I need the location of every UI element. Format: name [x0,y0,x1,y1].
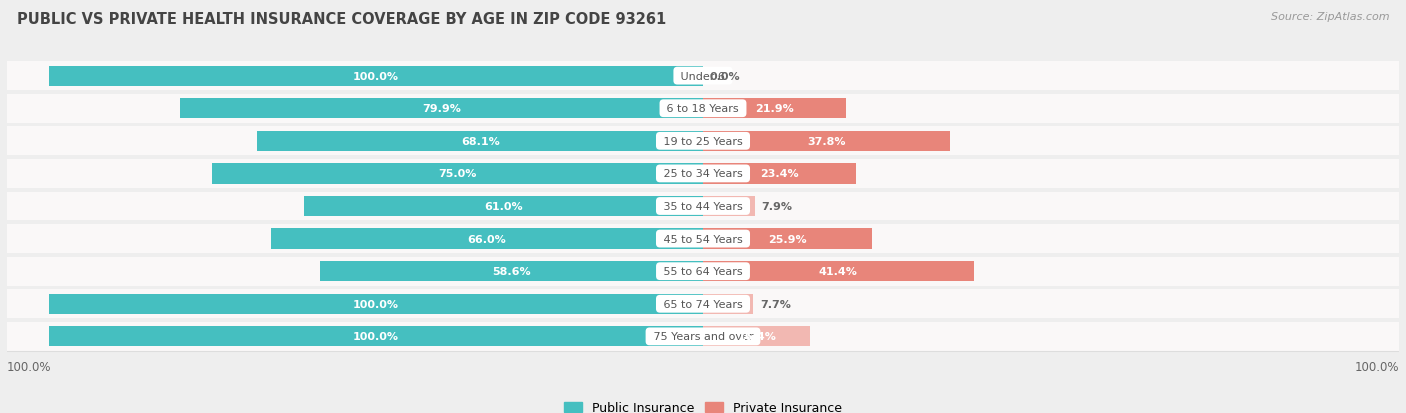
Text: 0.0%: 0.0% [710,71,741,81]
Text: 45 to 54 Years: 45 to 54 Years [659,234,747,244]
Bar [703,326,810,347]
Bar [271,229,703,249]
Text: 25 to 34 Years: 25 to 34 Years [659,169,747,179]
Text: Source: ZipAtlas.com: Source: ZipAtlas.com [1271,12,1389,22]
Text: 25.9%: 25.9% [769,234,807,244]
Bar [7,257,1399,286]
Text: 35 to 44 Years: 35 to 44 Years [659,202,747,211]
Text: 7.7%: 7.7% [761,299,792,309]
Bar [7,62,1399,91]
Bar [257,131,703,152]
Text: 6 to 18 Years: 6 to 18 Years [664,104,742,114]
Bar [7,192,1399,221]
Bar [212,164,703,184]
Text: 37.8%: 37.8% [807,136,846,147]
Text: 65 to 74 Years: 65 to 74 Years [659,299,747,309]
Bar [703,99,846,119]
Text: 19 to 25 Years: 19 to 25 Years [659,136,747,147]
Text: 100.0%: 100.0% [1354,360,1399,373]
Text: 41.4%: 41.4% [818,266,858,277]
Text: 58.6%: 58.6% [492,266,530,277]
Text: 16.4%: 16.4% [737,332,776,342]
Bar [319,261,703,282]
Text: 66.0%: 66.0% [468,234,506,244]
Bar [7,225,1399,253]
Bar [7,322,1399,351]
Text: 55 to 64 Years: 55 to 64 Years [659,266,747,277]
Bar [703,197,755,216]
Text: 61.0%: 61.0% [484,202,523,211]
Bar [7,160,1399,188]
Bar [703,294,754,314]
Text: 100.0%: 100.0% [353,71,399,81]
Bar [703,229,873,249]
Bar [304,197,703,216]
Text: 100.0%: 100.0% [353,299,399,309]
Text: Under 6: Under 6 [678,71,728,81]
Text: 100.0%: 100.0% [353,332,399,342]
Text: 100.0%: 100.0% [7,360,52,373]
Bar [703,164,856,184]
Bar [7,290,1399,318]
Bar [180,99,703,119]
Text: 75 Years and over: 75 Years and over [650,332,756,342]
Legend: Public Insurance, Private Insurance: Public Insurance, Private Insurance [564,401,842,413]
Text: 7.9%: 7.9% [762,202,793,211]
Bar [7,95,1399,123]
Bar [49,294,703,314]
Text: 68.1%: 68.1% [461,136,499,147]
Bar [49,66,703,87]
Bar [703,261,974,282]
Text: 79.9%: 79.9% [422,104,461,114]
Bar [7,127,1399,156]
Text: PUBLIC VS PRIVATE HEALTH INSURANCE COVERAGE BY AGE IN ZIP CODE 93261: PUBLIC VS PRIVATE HEALTH INSURANCE COVER… [17,12,666,27]
Text: 75.0%: 75.0% [439,169,477,179]
Bar [703,131,950,152]
Text: 23.4%: 23.4% [761,169,799,179]
Text: 21.9%: 21.9% [755,104,794,114]
Bar [49,326,703,347]
